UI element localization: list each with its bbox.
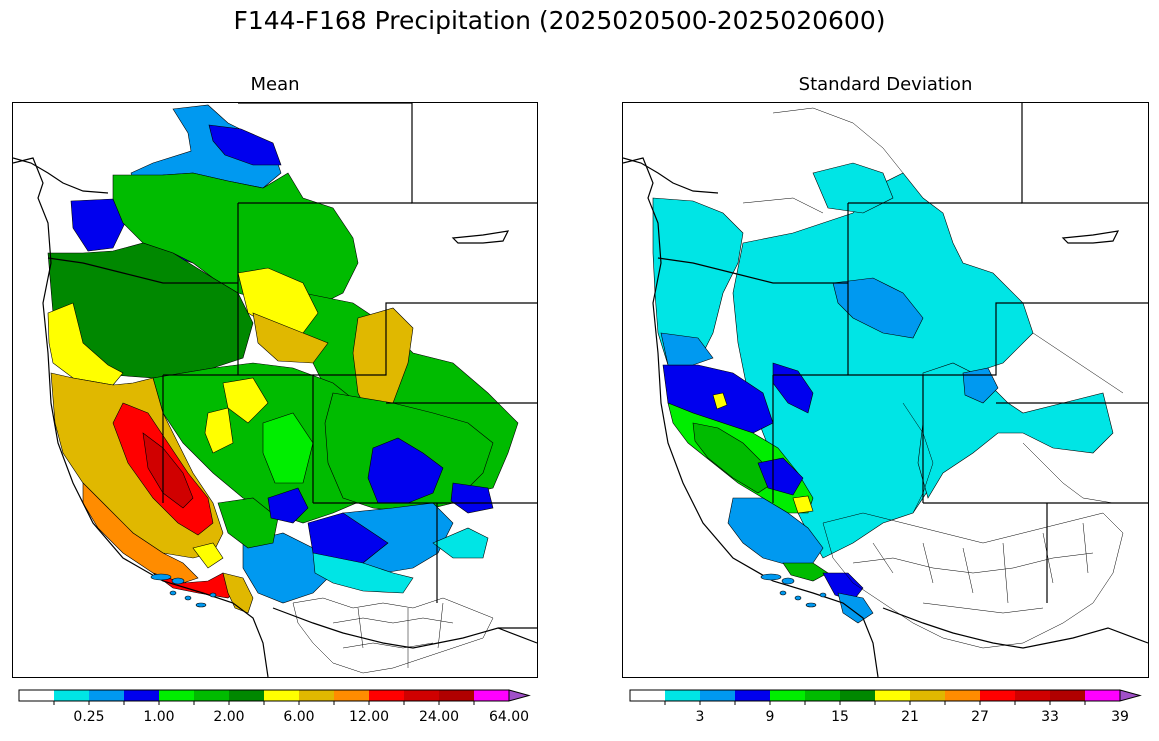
mean-region-northern-rockies-north xyxy=(208,124,282,166)
mean-colorbar-bin xyxy=(439,690,475,701)
sd-colorbar-bin xyxy=(735,690,771,701)
mean-colorbar-tick-label: 1.00 xyxy=(143,709,174,725)
sd-region-upper-interior xyxy=(812,162,894,214)
mean-colorbar-extend-arrow xyxy=(508,689,531,702)
sd-colorbar-bin xyxy=(875,690,911,701)
sd-colorbar-tick-label: 3 xyxy=(696,709,705,725)
sd-colorbar-tick-label: 33 xyxy=(1041,709,1059,725)
mean-white-basins xyxy=(292,597,494,674)
sd-colorbar: 3 9 15 21 27 33 39 xyxy=(629,689,1150,738)
mean-colorbar-tick-label: 24.00 xyxy=(419,709,459,725)
mean-region-nevada-bright xyxy=(262,412,314,484)
sd-colorbar-bin xyxy=(805,690,841,701)
sd-channel-islands xyxy=(760,573,827,608)
mean-colorbar-tick-label: 12.00 xyxy=(349,709,389,725)
mean-colorbar-bin xyxy=(404,690,440,701)
mean-colorbar: 0.25 1.00 2.00 6.00 12.00 24.00 64.00 xyxy=(18,689,539,738)
mean-coastline-and-borders xyxy=(13,103,537,677)
mean-region-central-coast xyxy=(82,482,199,584)
sd-region-socal-blue xyxy=(822,572,864,602)
mean-region-nevada-yellow xyxy=(204,407,234,454)
mean-colorbar-svg: 0.25 1.00 2.00 6.00 12.00 24.00 64.00 xyxy=(18,689,531,725)
mean-colorbar-bin xyxy=(229,690,265,701)
sd-colorbar-tick-label: 15 xyxy=(831,709,849,725)
mean-region-arizona-north-east xyxy=(267,487,309,524)
mean-region-arizona-central xyxy=(342,502,454,574)
sd-region-sierra-dark xyxy=(692,422,774,494)
mean-map-canvas xyxy=(13,103,537,677)
sd-white-basins xyxy=(742,107,1124,649)
sd-region-socal-green xyxy=(782,562,829,582)
figure-title: F144-F168 Precipitation (2025020500-2025… xyxy=(233,6,886,35)
mean-colorbar-bin xyxy=(369,690,405,701)
mean-colorbar-tick-label: 64.00 xyxy=(489,709,529,725)
sd-colorbar-bin xyxy=(1085,690,1121,701)
sd-colorbar-bin xyxy=(945,690,981,701)
mean-region-nm-cyan xyxy=(432,527,489,559)
sd-region-blue-interior-2 xyxy=(962,367,999,404)
mean-region-socal-orange xyxy=(222,572,254,614)
mean-region-mojave-green xyxy=(217,497,279,549)
mean-panel-title: Mean xyxy=(250,74,300,95)
sd-panel-title: Standard Deviation xyxy=(798,74,973,95)
mean-region-mojave xyxy=(242,532,334,604)
mean-map xyxy=(12,102,538,678)
mean-region-socal-yellow xyxy=(192,542,224,569)
mean-colorbar-bin xyxy=(54,690,90,701)
sd-coastline-and-borders xyxy=(623,103,1148,677)
mean-colorbar-bin xyxy=(194,690,230,701)
sd-colorbar-bin xyxy=(630,690,666,701)
sd-colorbar-bin xyxy=(840,690,876,701)
sd-colorbar-tick-label: 39 xyxy=(1111,709,1129,725)
mean-colorbar-bin xyxy=(299,690,335,701)
sd-colorbar-bin xyxy=(910,690,946,701)
mean-channel-islands xyxy=(150,573,217,608)
sd-colorbar-extend-arrow xyxy=(1119,689,1142,702)
mean-colorbar-tick-label: 0.25 xyxy=(73,709,104,725)
sd-region-sierra-blue xyxy=(757,457,804,496)
sd-region-north-coast-blue xyxy=(660,332,714,366)
sd-region-socal-lightblue xyxy=(837,592,874,624)
mean-colorbar-bin xyxy=(159,690,195,701)
mean-region-oregon-coast xyxy=(47,302,124,386)
mean-shaded-basins xyxy=(47,104,519,614)
sd-colorbar-bin xyxy=(1050,690,1086,701)
sd-region-sierra-yellow-2 xyxy=(792,495,814,514)
mean-colorbar-bin xyxy=(264,690,300,701)
mean-region-snake-river xyxy=(252,312,329,364)
mean-colorbar-bin xyxy=(124,690,160,701)
sd-colorbar-svg: 3 9 15 21 27 33 39 xyxy=(629,689,1142,725)
mean-region-upper-colorado xyxy=(367,437,444,504)
mean-colorbar-bin xyxy=(334,690,370,701)
sd-region-sierra-yellow xyxy=(712,392,728,410)
sd-region-blue-interior xyxy=(832,277,924,339)
sd-colorbar-bin xyxy=(665,690,701,701)
mean-colorbar-tick-label: 6.00 xyxy=(283,709,314,725)
mean-colorbar-bin xyxy=(19,690,55,701)
sd-colorbar-tick-label: 27 xyxy=(971,709,989,725)
sd-colorbar-bin xyxy=(700,690,736,701)
sd-map-canvas xyxy=(623,103,1148,677)
sd-colorbar-bin xyxy=(980,690,1016,701)
mean-region-arizona-cyan xyxy=(312,552,414,594)
mean-region-great-basin-yellow xyxy=(222,377,269,424)
sd-colorbar-tick-label: 9 xyxy=(766,709,775,725)
mean-colorbar-bin xyxy=(89,690,125,701)
sd-map xyxy=(622,102,1149,678)
mean-colorbar-bin xyxy=(474,690,510,701)
sd-colorbar-bin xyxy=(1015,690,1051,701)
mean-colorbar-tick-label: 2.00 xyxy=(213,709,244,725)
mean-region-upper-colorado-east xyxy=(450,482,494,514)
sd-shaded-basins xyxy=(652,162,1114,624)
sd-colorbar-tick-label: 21 xyxy=(901,709,919,725)
sd-region-east-interior xyxy=(917,362,1114,499)
mean-region-southern-sierra xyxy=(142,432,194,509)
sd-colorbar-bin xyxy=(770,690,806,701)
